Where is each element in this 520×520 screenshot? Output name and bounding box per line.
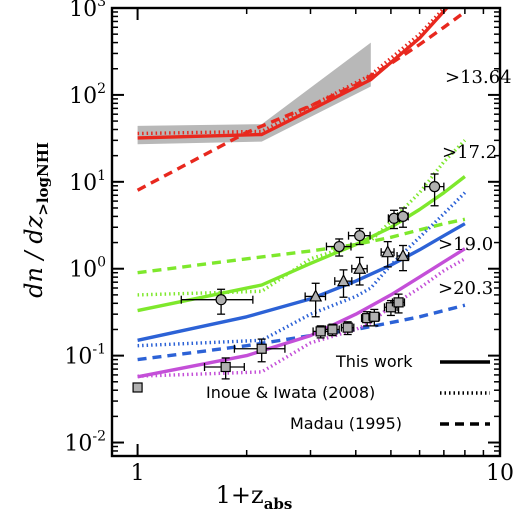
y-tick-label-1: 10-1 xyxy=(64,342,106,370)
data-point-group-3-0 xyxy=(132,382,143,393)
plot-frame xyxy=(110,6,502,458)
y-tick-label-exp-4: 2 xyxy=(97,81,106,97)
legend-label-inoue-iwata: Inoue & Iwata (2008) xyxy=(206,383,375,402)
x-tick-label-1: 10 xyxy=(486,461,514,486)
data-point-group-1-0 xyxy=(215,294,227,306)
data-point-group-3-5 xyxy=(342,322,353,333)
y-tick-label-exp-3: 1 xyxy=(97,168,106,184)
data-point-group-2-2 xyxy=(353,261,367,274)
data-point-group-3-3 xyxy=(315,326,326,337)
y-tick-label-base-3: 10 xyxy=(69,171,97,196)
data-point-group-2-1 xyxy=(337,273,350,287)
y-tick-label-base-5: 10 xyxy=(69,0,97,22)
data-point-group-3-2 xyxy=(256,343,267,354)
y-tick-label-base-2: 10 xyxy=(69,258,97,283)
y-tick-label-2: 100 xyxy=(69,255,106,283)
x-axis-title-sub: abs xyxy=(264,495,293,513)
series-line-group-0-solid xyxy=(137,8,450,140)
y-tick-label-base-0: 10 xyxy=(64,432,92,457)
legend-label-this-work: This work xyxy=(335,352,413,371)
y-tick-label-exp-2: 0 xyxy=(97,255,106,271)
y-tick-label-base-1: 10 xyxy=(64,345,92,370)
data-point-group-2-3 xyxy=(381,244,395,258)
axis-titles: 1+zabs dn / dz>logNHI xyxy=(20,142,292,513)
series-line-group-1-dashed xyxy=(137,217,466,275)
y-tick-label-5: 103 xyxy=(69,0,106,22)
legend: This work Inoue & Iwata (2008) Madau (19… xyxy=(206,352,490,433)
series-line-group-1-solid xyxy=(137,175,466,313)
threshold-label-group-2: >19.0 xyxy=(438,234,493,255)
data-point-group-3-9 xyxy=(393,297,404,308)
y-tick-label-3: 101 xyxy=(69,168,106,196)
x-axis-title-main: 1+z xyxy=(216,481,264,509)
data-point-group-3-4 xyxy=(327,324,338,335)
x-tick-label-0: 1 xyxy=(131,461,145,486)
threshold-label-group-1: >17.2 xyxy=(442,142,497,163)
series-line-group-0-dashed xyxy=(136,10,466,192)
data-point-group-3-7 xyxy=(369,311,380,322)
legend-label-madau: Madau (1995) xyxy=(290,414,402,433)
y-tick-label-exp-0: -2 xyxy=(92,429,106,445)
y-tick-label-4: 102 xyxy=(69,81,106,109)
threshold-label-group-3: >20.3 xyxy=(438,278,493,299)
series-line-group-3-dotted xyxy=(137,257,466,378)
data-point-group-2-4 xyxy=(396,248,410,262)
data-point-group-1-4 xyxy=(397,210,409,222)
data-point-group-1-5 xyxy=(428,181,441,193)
y-axis-title-main: dn / dz xyxy=(20,215,48,298)
y-tick-label-0: 10-2 xyxy=(64,429,106,457)
series-line-group-2-dotted xyxy=(137,191,467,348)
y-tick-label-exp-5: 3 xyxy=(97,0,106,10)
threshold-label-group-0: >13.64 xyxy=(445,67,512,88)
y-tick-label-base-4: 10 xyxy=(69,84,97,109)
y-axis-title: dn / dz>logNHI xyxy=(20,142,52,298)
y-axis-title-sub: >logNHI xyxy=(34,142,52,216)
data-point-group-2-0 xyxy=(309,289,323,302)
data-point-group-1-1 xyxy=(333,240,345,253)
plot-area xyxy=(132,8,467,393)
data-point-group-1-2 xyxy=(354,230,366,242)
x-axis-title: 1+zabs xyxy=(216,481,293,513)
data-point-group-3-1 xyxy=(220,361,231,373)
series-line-group-2-solid xyxy=(137,222,466,342)
y-tick-label-exp-1: -1 xyxy=(92,342,106,358)
